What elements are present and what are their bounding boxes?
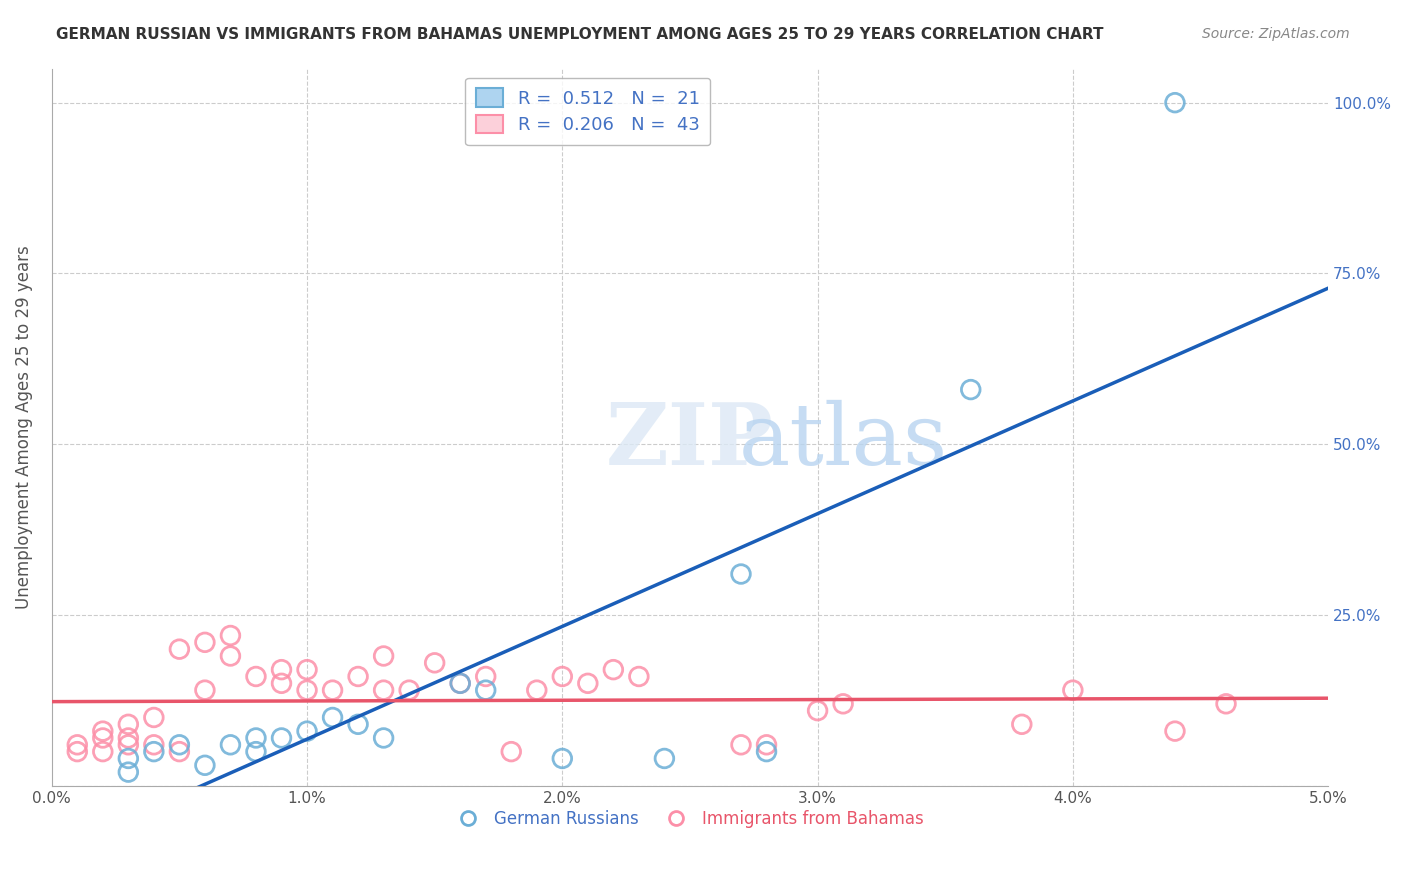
Point [194,683,217,698]
Point [219,628,242,642]
Point [91,731,114,745]
Point [730,738,752,752]
Point [347,669,370,683]
Point [602,663,624,677]
Point [117,738,139,752]
Point [295,724,318,739]
Point [194,758,217,772]
Point [91,745,114,759]
Point [526,683,548,698]
Point [449,676,471,690]
Point [1062,683,1084,698]
Point [245,731,267,745]
Point [322,710,344,724]
Point [117,751,139,765]
Point [654,751,676,765]
Point [270,731,292,745]
Point [806,704,828,718]
Point [474,669,496,683]
Point [449,676,471,690]
Point [270,676,292,690]
Point [423,656,446,670]
Point [66,738,89,752]
Point [576,676,599,690]
Y-axis label: Unemployment Among Ages 25 to 29 years: Unemployment Among Ages 25 to 29 years [15,245,32,609]
Point [142,745,165,759]
Point [832,697,855,711]
Point [755,738,778,752]
Point [1215,697,1237,711]
Point [295,683,318,698]
Point [142,738,165,752]
Point [347,717,370,731]
Point [1164,95,1187,110]
Point [373,648,395,663]
Point [627,669,650,683]
Point [373,683,395,698]
Point [551,669,574,683]
Point [270,663,292,677]
Point [322,683,344,698]
Point [117,717,139,731]
Point [730,567,752,582]
Point [117,731,139,745]
Point [91,724,114,739]
Point [398,683,420,698]
Text: atlas: atlas [738,400,948,483]
Point [245,745,267,759]
Point [245,669,267,683]
Text: Source: ZipAtlas.com: Source: ZipAtlas.com [1202,27,1350,41]
Text: ZIP: ZIP [606,400,773,483]
Point [373,731,395,745]
Point [755,745,778,759]
Point [169,642,191,657]
Legend: German Russians, Immigrants from Bahamas: German Russians, Immigrants from Bahamas [449,804,931,835]
Point [219,648,242,663]
Point [1164,724,1187,739]
Point [169,738,191,752]
Point [66,745,89,759]
Point [551,751,574,765]
Point [219,738,242,752]
Point [501,745,523,759]
Point [169,745,191,759]
Point [295,663,318,677]
Point [117,765,139,780]
Point [1011,717,1033,731]
Point [959,383,981,397]
Point [194,635,217,649]
Point [142,710,165,724]
Point [474,683,496,698]
Text: GERMAN RUSSIAN VS IMMIGRANTS FROM BAHAMAS UNEMPLOYMENT AMONG AGES 25 TO 29 YEARS: GERMAN RUSSIAN VS IMMIGRANTS FROM BAHAMA… [56,27,1104,42]
